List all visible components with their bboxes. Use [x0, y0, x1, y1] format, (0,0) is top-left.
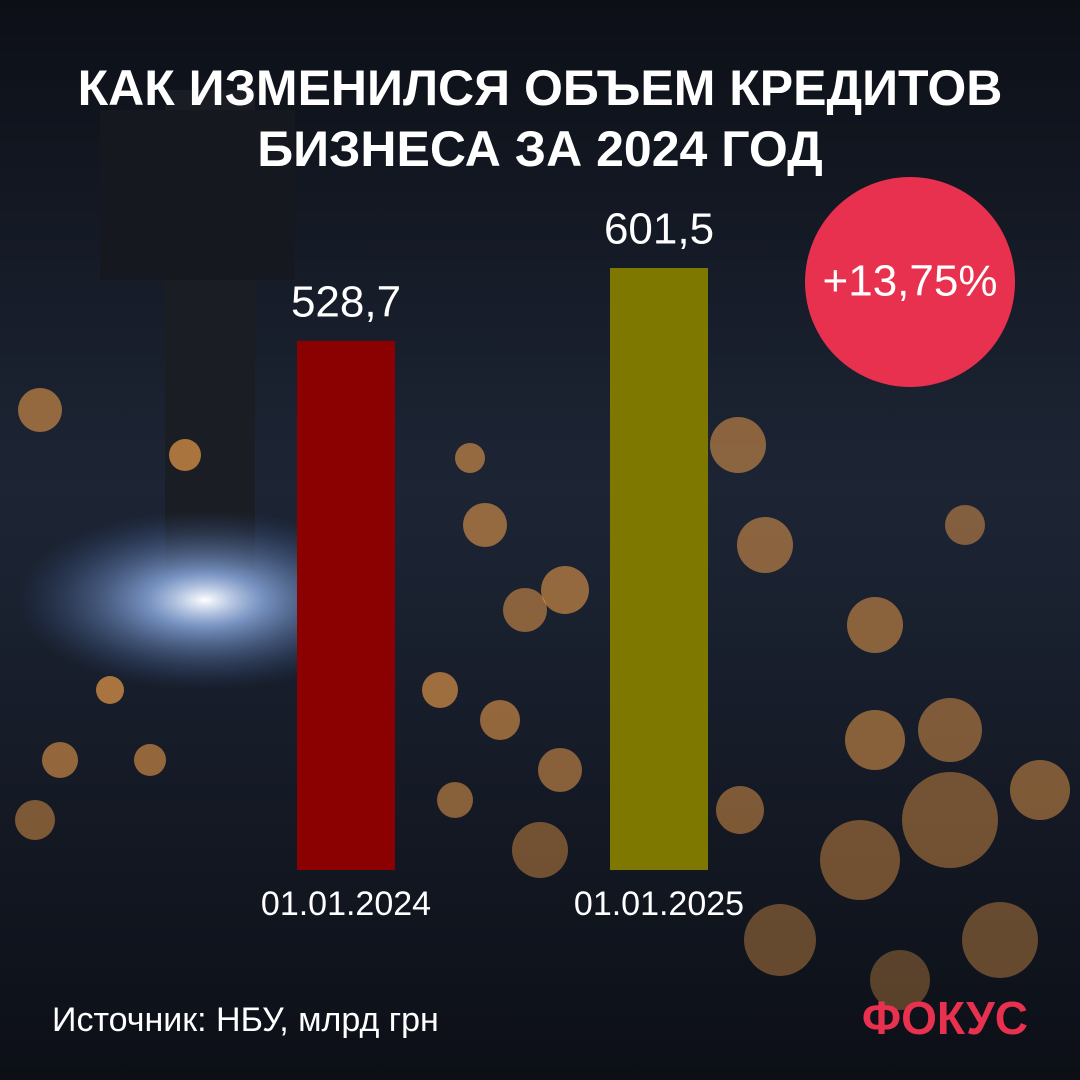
- source: Источник: НБУ, млрд грн: [52, 1001, 439, 1039]
- annotation: +13,75%: [823, 257, 998, 306]
- bokeh: [437, 782, 473, 818]
- bokeh: [18, 388, 62, 432]
- bokeh: [716, 786, 764, 834]
- bar: [610, 268, 708, 870]
- bokeh: [870, 950, 930, 1010]
- chart-title-line: КАК ИЗМЕНИЛСЯ ОБЪЕМ КРЕДИТОВ: [78, 60, 1003, 116]
- bokeh: [1010, 760, 1070, 820]
- bokeh: [918, 698, 982, 762]
- bokeh: [902, 772, 998, 868]
- bokeh-group: [15, 388, 1070, 1010]
- bokeh: [134, 744, 166, 776]
- bokeh: [480, 700, 520, 740]
- bokeh: [820, 820, 900, 900]
- bokeh: [503, 588, 547, 632]
- bokeh: [96, 676, 124, 704]
- value-label: 601,5: [604, 205, 714, 254]
- x-tick-label: 01.01.2024: [261, 885, 431, 923]
- chart-title-line: БИЗНЕСА ЗА 2024 ГОД: [257, 121, 823, 177]
- bokeh: [945, 505, 985, 545]
- bokeh: [455, 443, 485, 473]
- bokeh: [463, 503, 507, 547]
- bokeh: [737, 517, 793, 573]
- machine: [100, 110, 295, 280]
- bokeh: [15, 800, 55, 840]
- bokeh: [169, 439, 201, 471]
- logo: ФОКУС: [862, 992, 1028, 1044]
- bokeh: [845, 710, 905, 770]
- bar: [297, 340, 395, 871]
- annotation-badge: [805, 177, 1015, 387]
- bokeh: [422, 672, 458, 708]
- bokeh: [744, 904, 816, 976]
- bokeh: [512, 822, 568, 878]
- bokeh: [710, 417, 766, 473]
- bokeh: [42, 742, 78, 778]
- bokeh: [538, 748, 582, 792]
- bokeh: [962, 902, 1038, 978]
- x-tick-label: 01.01.2025: [574, 885, 744, 923]
- bokeh: [847, 597, 903, 653]
- bokeh: [541, 566, 589, 614]
- value-label: 528,7: [291, 277, 401, 326]
